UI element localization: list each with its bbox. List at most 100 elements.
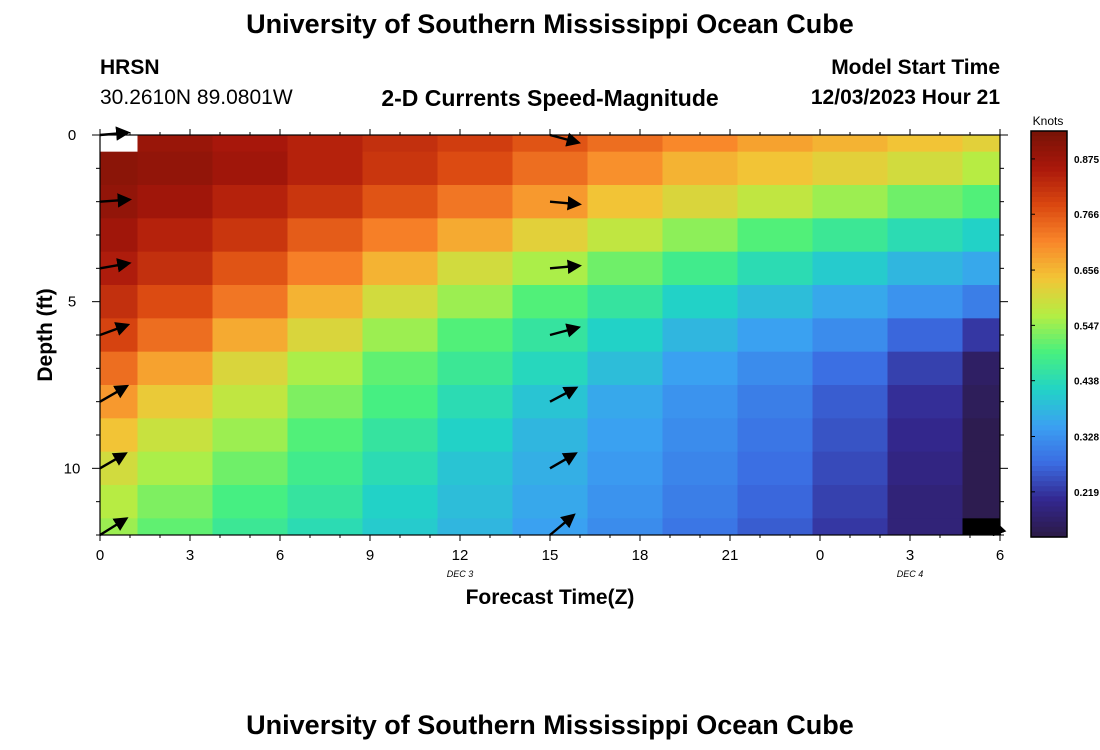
- colorbar-segment: [1031, 384, 1067, 391]
- colorbar-segment: [1031, 455, 1067, 462]
- heatmap-cell: [437, 218, 513, 253]
- x-tick-label: 3: [186, 547, 194, 564]
- heatmap-cell: [100, 218, 138, 253]
- heatmap-cell: [812, 385, 888, 419]
- current-vector-arrow: [99, 452, 128, 470]
- heatmap-cell: [737, 185, 813, 219]
- heatmap-cell: [737, 418, 813, 453]
- heatmap-cell: [737, 151, 813, 186]
- colorbar-segment: [1031, 308, 1067, 315]
- current-vector-arrow: [549, 323, 582, 338]
- heatmap-cell: [962, 185, 1001, 219]
- heatmap-cell: [812, 251, 888, 286]
- heatmap-cell: [362, 218, 438, 253]
- heatmap-cell: [587, 418, 663, 453]
- colorbar-segment: [1031, 369, 1067, 376]
- colorbar-segment: [1031, 486, 1067, 492]
- heatmap-cell: [212, 135, 288, 153]
- x-tick-label: 18: [632, 547, 649, 564]
- colorbar-segment: [1031, 471, 1067, 477]
- heatmap-cell: [437, 151, 513, 186]
- colorbar-tick-label: 0.547: [1074, 321, 1099, 332]
- current-vector-arrow: [99, 322, 131, 337]
- colorbar-segment: [1031, 516, 1067, 523]
- station-coordinates: 30.2610N 89.0801W: [100, 86, 293, 109]
- heatmap-cell: [887, 451, 963, 486]
- heatmap-cell: [100, 351, 138, 386]
- heatmap-cell: [437, 351, 513, 386]
- heatmap-cell: [137, 351, 213, 386]
- heatmap-cell: [512, 518, 588, 536]
- colorbar-segment: [1031, 496, 1067, 503]
- model-start-label: Model Start Time: [831, 56, 1000, 79]
- heatmap-cell: [587, 151, 663, 186]
- heatmap-cell: [212, 418, 288, 453]
- heatmap-cell: [137, 135, 213, 153]
- heatmap-cell: [812, 185, 888, 219]
- heatmap-cell: [812, 451, 888, 486]
- heatmap-cell: [812, 518, 888, 536]
- colorbar-tick-label: 0.438: [1074, 377, 1099, 388]
- x-tick-label: 6: [276, 547, 284, 564]
- x-tick-label: 6: [996, 547, 1004, 564]
- heatmap-cell: [287, 518, 363, 536]
- heatmap-cell: [887, 351, 963, 386]
- y-tick-label: 5: [68, 294, 76, 311]
- model-start-value: 12/03/2023 Hour 21: [810, 86, 1000, 109]
- heatmap-cell: [100, 151, 138, 186]
- heatmap-cell: [100, 418, 138, 453]
- colorbar-segment: [1031, 146, 1067, 152]
- heatmap-cell: [887, 318, 963, 353]
- colorbar-segment: [1031, 359, 1067, 366]
- axes: 0 3 6 9 12 15 18 21 0 3 6 0 5 10 DEC 3 DEC 4: [64, 127, 1008, 579]
- current-vector-arrow: [99, 384, 130, 403]
- heatmap-cell: [512, 218, 588, 253]
- page-title-repeat: University of Southern Mississippi Ocean…: [246, 710, 854, 740]
- current-vector-arrow: [99, 517, 129, 537]
- heatmap-cell: [212, 518, 288, 536]
- heatmap-cell: [587, 218, 663, 253]
- colorbar-segment: [1031, 323, 1067, 330]
- heatmap-cells: [100, 135, 1001, 536]
- heatmap-cell: [362, 518, 438, 536]
- heatmap-cell: [212, 385, 288, 419]
- heatmap-cell: [362, 351, 438, 386]
- x-tick-label: 21: [722, 547, 739, 564]
- heatmap-cell: [662, 185, 738, 219]
- heatmap-cell: [137, 218, 213, 253]
- x-axis-label: Forecast Time(Z): [466, 586, 635, 609]
- heatmap-cell: [962, 318, 1001, 353]
- heatmap-cell: [587, 135, 663, 153]
- heatmap-cell: [212, 451, 288, 486]
- colorbar-segment: [1031, 171, 1067, 178]
- heatmap-cell: [287, 135, 363, 153]
- colorbar-segment: [1031, 481, 1067, 487]
- heatmap-cell: [662, 485, 738, 519]
- colorbar-segment: [1031, 354, 1067, 360]
- heatmap-cell: [887, 518, 963, 536]
- colorbar-segment: [1031, 344, 1067, 350]
- heatmap-cell: [962, 485, 1001, 519]
- colorbar-segment: [1031, 166, 1067, 173]
- colorbar-segment: [1031, 212, 1067, 218]
- heatmap-cell: [287, 151, 363, 186]
- heatmap-cell: [887, 285, 963, 319]
- colorbar-segment: [1031, 364, 1067, 371]
- heatmap-cell: [362, 485, 438, 519]
- colorbar-segment: [1031, 389, 1067, 396]
- heatmap-cell: [662, 218, 738, 253]
- colorbar-segment: [1031, 288, 1067, 294]
- heatmap-cell: [137, 518, 213, 536]
- colorbar-segment: [1031, 202, 1067, 208]
- heatmap-cell: [737, 351, 813, 386]
- date-label: DEC 4: [897, 569, 924, 579]
- heatmap-cell: [662, 285, 738, 319]
- colorbar-segment: [1031, 328, 1067, 335]
- heatmap-cell: [137, 451, 213, 486]
- x-tick-label: 0: [816, 547, 824, 564]
- colorbar-segment: [1031, 283, 1067, 289]
- heatmap-cell: [100, 518, 138, 536]
- heatmap-cell: [662, 451, 738, 486]
- x-tick-label: 12: [452, 547, 469, 564]
- colorbar-segment: [1031, 273, 1067, 279]
